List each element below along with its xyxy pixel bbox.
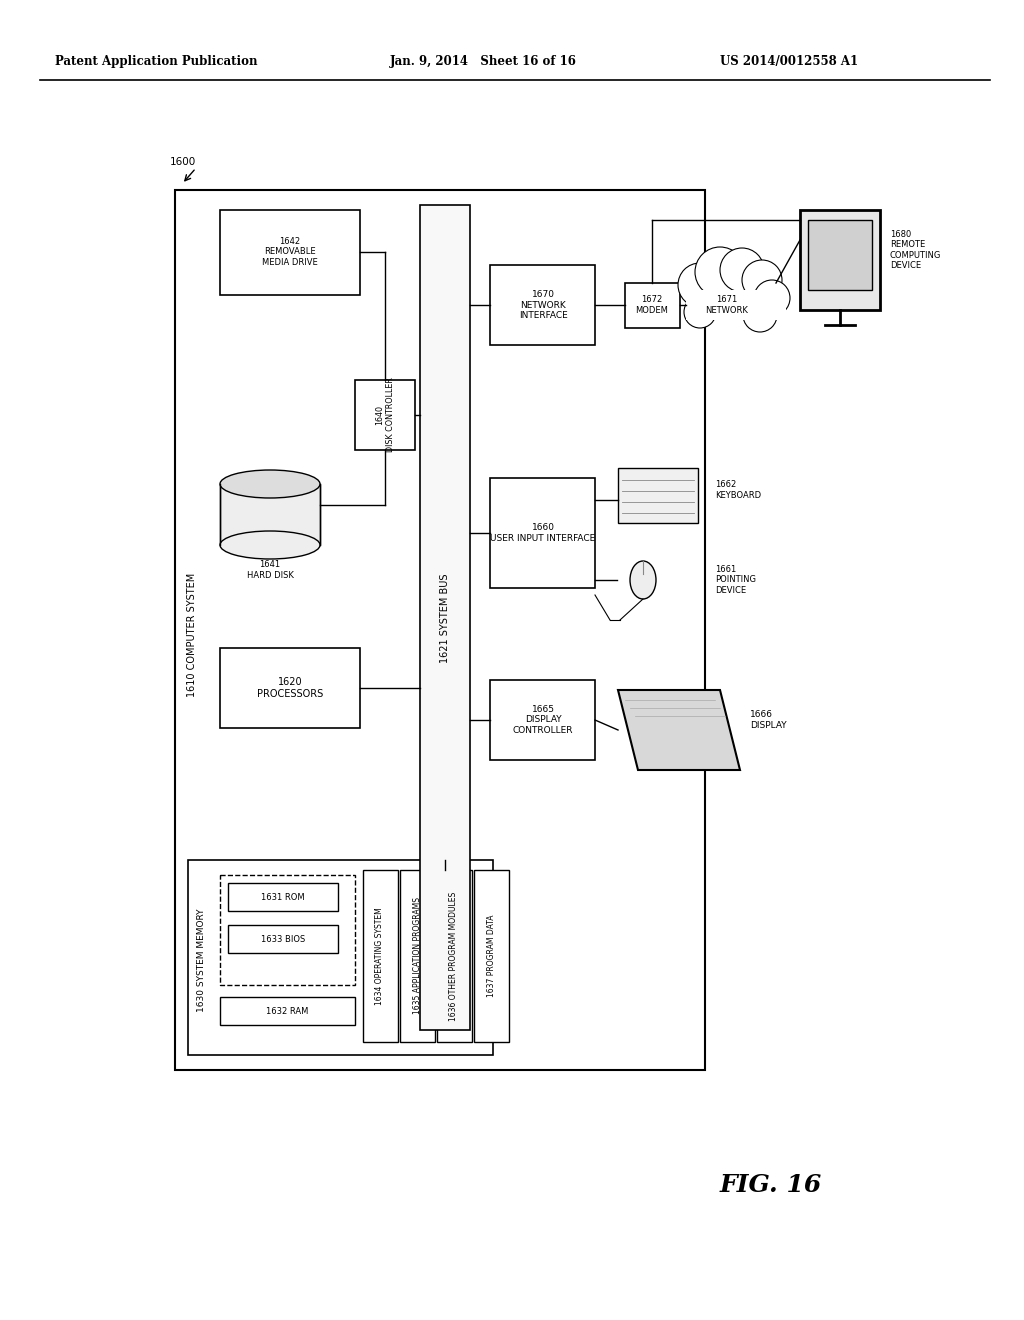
Text: 1600: 1600 [170, 157, 197, 168]
Ellipse shape [630, 561, 656, 599]
Text: 1680
REMOTE
COMPUTING
DEVICE: 1680 REMOTE COMPUTING DEVICE [890, 230, 941, 271]
Bar [490, 265, 595, 345]
Text: 1634 OPERATING SYSTEM: 1634 OPERATING SYSTEM [376, 907, 384, 1005]
Text: 1630 SYSTEM MEMORY: 1630 SYSTEM MEMORY [198, 908, 207, 1011]
Text: 1661
POINTING
DEVICE: 1661 POINTING DEVICE [715, 565, 756, 595]
Text: 1640
DISK CONTROLLER: 1640 DISK CONTROLLER [376, 378, 394, 453]
Bar [474, 870, 509, 1041]
Circle shape [695, 247, 745, 297]
Text: 1632 RAM: 1632 RAM [266, 1006, 308, 1015]
Bar [800, 210, 880, 310]
Bar [220, 484, 319, 545]
Bar [220, 210, 360, 294]
Text: US 2014/0012558 A1: US 2014/0012558 A1 [720, 55, 858, 69]
Bar [420, 205, 470, 1030]
Text: 1635 APPLICATION PROGRAMS: 1635 APPLICATION PROGRAMS [413, 898, 422, 1015]
Bar [490, 478, 595, 587]
Text: 1662
KEYBOARD: 1662 KEYBOARD [715, 480, 761, 500]
Circle shape [720, 248, 764, 292]
Text: 1636 OTHER PROGRAM MODULES: 1636 OTHER PROGRAM MODULES [450, 891, 459, 1020]
Text: 1672
MODEM: 1672 MODEM [636, 296, 669, 314]
Ellipse shape [220, 531, 319, 558]
Text: 1671
NETWORK: 1671 NETWORK [706, 296, 749, 314]
Text: FIG. 16: FIG. 16 [720, 1173, 822, 1197]
Text: 1660
USER INPUT INTERFACE: 1660 USER INPUT INTERFACE [490, 523, 596, 543]
Circle shape [684, 296, 716, 327]
Bar [175, 190, 705, 1071]
Circle shape [754, 280, 790, 315]
Bar [618, 469, 698, 523]
Bar [188, 861, 493, 1055]
Text: 1665
DISPLAY
CONTROLLER: 1665 DISPLAY CONTROLLER [513, 705, 573, 735]
Bar [220, 875, 355, 985]
Text: Patent Application Publication: Patent Application Publication [55, 55, 257, 69]
Bar [228, 883, 338, 911]
Circle shape [742, 260, 782, 300]
Text: 1637 PROGRAM DATA: 1637 PROGRAM DATA [486, 915, 496, 997]
Text: 1670
NETWORK
INTERFACE: 1670 NETWORK INTERFACE [518, 290, 567, 319]
Circle shape [678, 263, 722, 308]
Bar [490, 680, 595, 760]
Bar [362, 870, 398, 1041]
Bar [355, 380, 415, 450]
Text: 1631 ROM: 1631 ROM [261, 892, 305, 902]
Text: 1610 COMPUTER SYSTEM: 1610 COMPUTER SYSTEM [187, 573, 197, 697]
Text: Jan. 9, 2014   Sheet 16 of 16: Jan. 9, 2014 Sheet 16 of 16 [390, 55, 577, 69]
Text: 1633 BIOS: 1633 BIOS [261, 935, 305, 944]
Text: 1621 SYSTEM BUS: 1621 SYSTEM BUS [440, 573, 450, 663]
Bar [808, 220, 872, 290]
Ellipse shape [220, 470, 319, 498]
Bar [220, 648, 360, 729]
Polygon shape [618, 690, 740, 770]
Text: 1620
PROCESSORS: 1620 PROCESSORS [257, 677, 324, 698]
Circle shape [743, 298, 777, 333]
Text: 1666
DISPLAY: 1666 DISPLAY [750, 710, 786, 730]
Bar [686, 290, 786, 319]
Bar [625, 282, 680, 327]
Bar [437, 870, 472, 1041]
Bar [228, 925, 338, 953]
Text: 1641
HARD DISK: 1641 HARD DISK [247, 560, 294, 579]
Bar [400, 870, 435, 1041]
Text: 1642
REMOVABLE
MEDIA DRIVE: 1642 REMOVABLE MEDIA DRIVE [262, 238, 317, 267]
Bar [220, 997, 355, 1026]
